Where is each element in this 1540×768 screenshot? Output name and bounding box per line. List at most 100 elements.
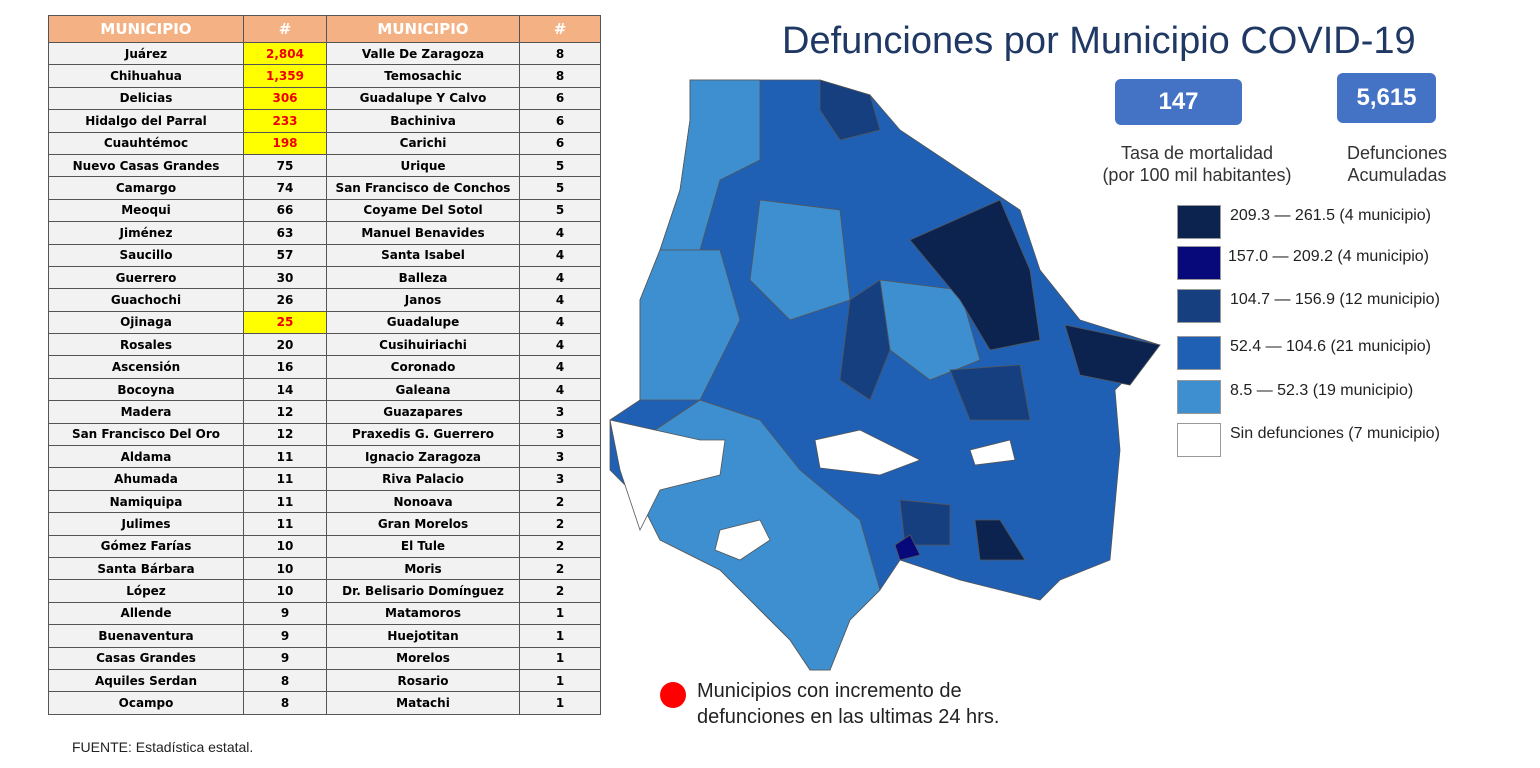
header-cell: MUNICIPIO bbox=[48, 15, 244, 43]
table-cell: 1 bbox=[519, 691, 601, 715]
table-cell: Moris bbox=[326, 556, 520, 581]
table-cell: 25 bbox=[243, 310, 327, 335]
table-cell: 20 bbox=[243, 333, 327, 357]
table-cell: Aldama bbox=[48, 445, 244, 469]
table-cell: 2 bbox=[519, 579, 601, 603]
table-cell: 10 bbox=[243, 579, 327, 603]
table-cell: 9 bbox=[243, 646, 327, 670]
table-cell: Hidalgo del Parral bbox=[48, 109, 244, 133]
table-cell: 233 bbox=[243, 109, 327, 133]
table-cell: Santa Isabel bbox=[326, 243, 520, 267]
table-cell: Galeana bbox=[326, 377, 520, 402]
table-cell: Juárez bbox=[48, 41, 244, 66]
table-cell: 306 bbox=[243, 86, 327, 111]
table-cell: Rosario bbox=[326, 668, 520, 693]
table-cell: 4 bbox=[519, 310, 601, 335]
table-row: Delicias 306 Guadalupe Y Calvo 6 bbox=[48, 86, 601, 111]
table-cell: Madera bbox=[48, 400, 244, 424]
table-cell: Morelos bbox=[326, 646, 520, 670]
table-row: Guerrero 30 Balleza 4 bbox=[48, 265, 601, 290]
table-cell: 3 bbox=[519, 400, 601, 424]
table-cell: 14 bbox=[243, 377, 327, 402]
table-cell: 6 bbox=[519, 86, 601, 111]
table-cell: 3 bbox=[519, 422, 601, 447]
table-cell: Ocampo bbox=[48, 691, 244, 715]
note: Municipios con incremento de defunciones… bbox=[697, 678, 999, 730]
table-cell: Huejotitan bbox=[326, 624, 520, 648]
table-cell: 3 bbox=[519, 467, 601, 491]
table-cell: 6 bbox=[519, 131, 601, 155]
table-cell: 4 bbox=[519, 265, 601, 290]
table-cell: Gómez Farías bbox=[48, 534, 244, 558]
table-cell: 4 bbox=[519, 243, 601, 267]
header-cell: # bbox=[243, 15, 327, 43]
legend-label: 209.3 — 261.5 (4 municipio) bbox=[1230, 207, 1431, 224]
table-cell: 11 bbox=[243, 467, 327, 491]
table-row: Jiménez 63 Manuel Benavides 4 bbox=[48, 221, 601, 245]
legend-swatch bbox=[1177, 423, 1221, 457]
table-cell: 9 bbox=[243, 624, 327, 648]
table-cell: Guadalupe bbox=[326, 310, 520, 335]
header-cell: MUNICIPIO bbox=[326, 15, 520, 43]
table-cell: Allende bbox=[48, 601, 244, 626]
table-row: Allende 9 Matamoros 1 bbox=[48, 601, 601, 626]
table-cell: Namiquipa bbox=[48, 489, 244, 514]
table-cell: López bbox=[48, 579, 244, 603]
table-cell: Guachochi bbox=[48, 288, 244, 312]
note-line: Municipios con incremento de bbox=[697, 680, 962, 702]
table-cell: 9 bbox=[243, 601, 327, 626]
table-cell: 12 bbox=[243, 400, 327, 424]
table-row: Guachochi 26 Janos 4 bbox=[48, 288, 601, 312]
table-row: Ascensión 16 Coronado 4 bbox=[48, 355, 601, 379]
table-row: Cuauhtémoc 198 Carichi 6 bbox=[48, 131, 601, 155]
table-cell: 4 bbox=[519, 221, 601, 245]
table-cell: 66 bbox=[243, 198, 327, 223]
table-cell: 5 bbox=[519, 198, 601, 223]
table-cell: Temosachic bbox=[326, 64, 520, 88]
table-cell: Manuel Benavides bbox=[326, 221, 520, 245]
table-cell: 4 bbox=[519, 333, 601, 357]
table-cell: 11 bbox=[243, 512, 327, 536]
kpi-value: 147 bbox=[1115, 79, 1242, 125]
table-cell: 63 bbox=[243, 221, 327, 245]
header-cell: # bbox=[519, 15, 601, 43]
table-cell: Guazapares bbox=[326, 400, 520, 424]
table-cell: 11 bbox=[243, 489, 327, 514]
legend-swatch bbox=[1177, 205, 1221, 239]
table-cell: Jiménez bbox=[48, 221, 244, 245]
legend-label: 8.5 — 52.3 (19 municipio) bbox=[1230, 382, 1414, 399]
table-cell: Bachiniva bbox=[326, 109, 520, 133]
table-cell: 1,359 bbox=[243, 64, 327, 88]
table-cell: Santa Bárbara bbox=[48, 556, 244, 581]
kpi-value: 5,615 bbox=[1337, 73, 1436, 123]
table-cell: 6 bbox=[519, 109, 601, 133]
header-row: MUNICIPIO # MUNICIPIO # bbox=[48, 15, 601, 43]
table-cell: 4 bbox=[519, 377, 601, 402]
table-cell: 16 bbox=[243, 355, 327, 379]
table-cell: 4 bbox=[519, 288, 601, 312]
table-cell: Casas Grandes bbox=[48, 646, 244, 670]
legend-swatch bbox=[1177, 246, 1221, 280]
note-line: defunciones en las ultimas 24 hrs. bbox=[697, 706, 1000, 728]
table-cell: San Francisco Del Oro bbox=[48, 422, 244, 447]
kpi-label: Defunciones bbox=[1346, 143, 1448, 163]
table-cell: Coyame Del Sotol bbox=[326, 198, 520, 223]
table-cell: Gran Morelos bbox=[326, 512, 520, 536]
table-cell: 8 bbox=[519, 64, 601, 88]
table-cell: 1 bbox=[519, 668, 601, 693]
table-cell: 2,804 bbox=[243, 41, 327, 66]
table-row: Aquiles Serdan 8 Rosario 1 bbox=[48, 668, 601, 693]
legend-label: 104.7 — 156.9 (12 municipio) bbox=[1230, 291, 1440, 308]
table-cell: Nuevo Casas Grandes bbox=[48, 153, 244, 178]
table-row: Ojinaga 25 Guadalupe 4 bbox=[48, 310, 601, 335]
table-row: Saucillo 57 Santa Isabel 4 bbox=[48, 243, 601, 267]
table-row: Casas Grandes 9 Morelos 1 bbox=[48, 646, 601, 670]
table-cell: 1 bbox=[519, 646, 601, 670]
table-cell: Chihuahua bbox=[48, 64, 244, 88]
table-cell: 2 bbox=[519, 534, 601, 558]
table-cell: 198 bbox=[243, 131, 327, 155]
kpi-label: Tasa de mortalidad bbox=[1120, 143, 1274, 163]
table-row: San Francisco Del Oro 12 Praxedis G. Guerr… bbox=[48, 422, 601, 447]
table-cell: 2 bbox=[519, 556, 601, 581]
